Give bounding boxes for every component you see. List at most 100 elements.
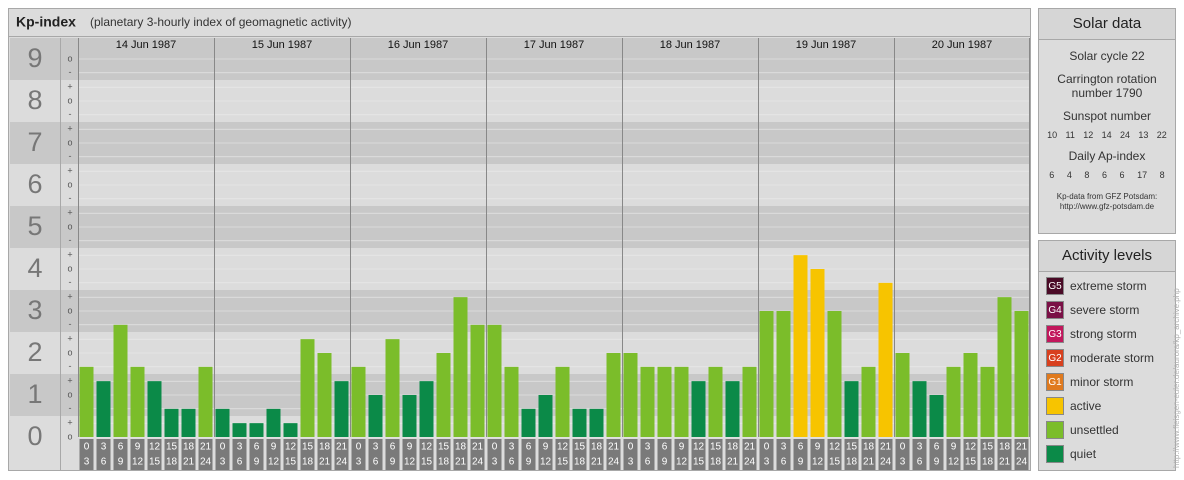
x-tick-label: 12 <box>557 442 569 453</box>
hour-box <box>623 439 638 470</box>
minor-tick-label: - <box>69 235 72 245</box>
minor-tick-label: + <box>67 334 72 344</box>
minor-tick-label: - <box>69 277 72 287</box>
x-tick-label: 24 <box>200 457 212 468</box>
day-label: 19 Jun 1987 <box>796 39 857 51</box>
level-item: G3 strong storm <box>1046 324 1175 344</box>
hour-box <box>555 439 570 470</box>
sunspot-title: Sunspot number <box>1062 109 1152 123</box>
x-tick-label: 9 <box>679 442 685 453</box>
x-tick-label: 18 <box>591 442 603 453</box>
chart-title: Kp-index <box>16 14 76 30</box>
chart-subtitle: (planetary 3-hourly index of geomagnetic… <box>90 15 351 29</box>
x-tick-label: 18 <box>574 457 586 468</box>
x-tick-label: 18 <box>319 442 331 453</box>
bar <box>640 366 655 437</box>
x-tick-label: 15 <box>710 442 722 453</box>
x-tick-label: 15 <box>982 442 994 453</box>
hour-box <box>198 439 213 470</box>
minor-tick-label: + <box>67 376 72 386</box>
x-tick-label: 12 <box>676 457 688 468</box>
bar <box>725 381 740 437</box>
bar <box>555 366 570 437</box>
bar <box>181 408 196 437</box>
plot: 0123456789o+-o+-o+-o+-o+-o+-o+-o+-o+-o14… <box>10 38 1030 471</box>
source-url: http://www.gfz-potsdam.de <box>1059 202 1155 211</box>
minor-tick-label: + <box>67 418 72 428</box>
value: 11 <box>1065 130 1075 140</box>
bar <box>589 408 604 437</box>
hour-box <box>827 439 842 470</box>
hour-box <box>334 439 349 470</box>
minor-tick-label: o <box>67 263 72 273</box>
x-tick-label: 0 <box>220 442 226 453</box>
x-tick-label: 9 <box>407 442 413 453</box>
x-tick-label: 6 <box>237 457 243 468</box>
y-tick-label: 4 <box>27 253 42 283</box>
minor-tick-label: - <box>69 361 72 371</box>
bar <box>521 408 536 437</box>
x-tick-label: 12 <box>268 457 280 468</box>
x-tick-label: 24 <box>880 457 892 468</box>
level-label: severe storm <box>1070 303 1140 317</box>
minor-tick-label: o <box>67 137 72 147</box>
x-tick-label: 3 <box>101 442 107 453</box>
value: 8 <box>1084 170 1090 180</box>
day-label: 16 Jun 1987 <box>388 39 449 51</box>
x-tick-label: 0 <box>84 442 90 453</box>
x-tick-label: 12 <box>829 442 841 453</box>
x-tick-label: 15 <box>302 442 314 453</box>
y-tick-label: 9 <box>27 43 42 73</box>
x-tick-label: 21 <box>727 457 739 468</box>
x-tick-label: 21 <box>200 442 212 453</box>
x-tick-label: 24 <box>336 457 348 468</box>
hour-box <box>79 439 94 470</box>
hour-box <box>878 439 893 470</box>
bar <box>708 366 723 437</box>
bar <box>317 353 332 437</box>
x-tick-label: 18 <box>710 457 722 468</box>
y-tick-label: 7 <box>27 127 42 157</box>
bar <box>419 381 434 437</box>
level-item: G5 extreme storm <box>1046 276 1175 296</box>
x-tick-label: 21 <box>591 457 603 468</box>
x-tick-label: 24 <box>608 457 620 468</box>
hour-box <box>232 439 247 470</box>
source: Kp-data from GFZ Potsdam: http://www.gfz-… <box>1039 192 1175 212</box>
x-tick-label: 3 <box>492 457 498 468</box>
bar <box>436 353 451 437</box>
x-tick-label: 18 <box>982 457 994 468</box>
bar <box>113 324 128 437</box>
x-tick-label: 15 <box>829 457 841 468</box>
level-item: unsettled <box>1046 420 1175 440</box>
level-list: G5 extreme storm G4 severe storm G3 strong st… <box>1039 276 1175 464</box>
x-tick-label: 12 <box>540 457 552 468</box>
x-tick-label: 3 <box>900 457 906 468</box>
x-tick-label: 21 <box>319 457 331 468</box>
x-tick-label: 15 <box>149 457 161 468</box>
x-tick-label: 12 <box>965 442 977 453</box>
level-item: G1 minor storm <box>1046 372 1175 392</box>
hour-box <box>742 439 757 470</box>
bar <box>946 366 961 437</box>
hour-box <box>96 439 111 470</box>
hour-box <box>861 439 876 470</box>
x-tick-label: 9 <box>798 457 804 468</box>
x-tick-label: 15 <box>557 457 569 468</box>
value: 10 <box>1047 130 1058 140</box>
level-swatch: G5 <box>1046 277 1064 295</box>
y-tick-label: 2 <box>27 337 42 367</box>
hour-box <box>317 439 332 470</box>
bar <box>759 311 774 437</box>
level-swatch: G2 <box>1046 349 1064 367</box>
level-label: strong storm <box>1070 327 1137 341</box>
hour-box <box>589 439 604 470</box>
x-tick-label: 21 <box>999 457 1011 468</box>
x-tick-label: 18 <box>166 457 178 468</box>
minor-tick-label: + <box>67 166 72 176</box>
minor-tick-label: - <box>69 319 72 329</box>
y-tick-label: 3 <box>27 295 42 325</box>
x-tick-label: 6 <box>781 457 787 468</box>
hour-box <box>385 439 400 470</box>
x-tick-label: 21 <box>880 442 892 453</box>
